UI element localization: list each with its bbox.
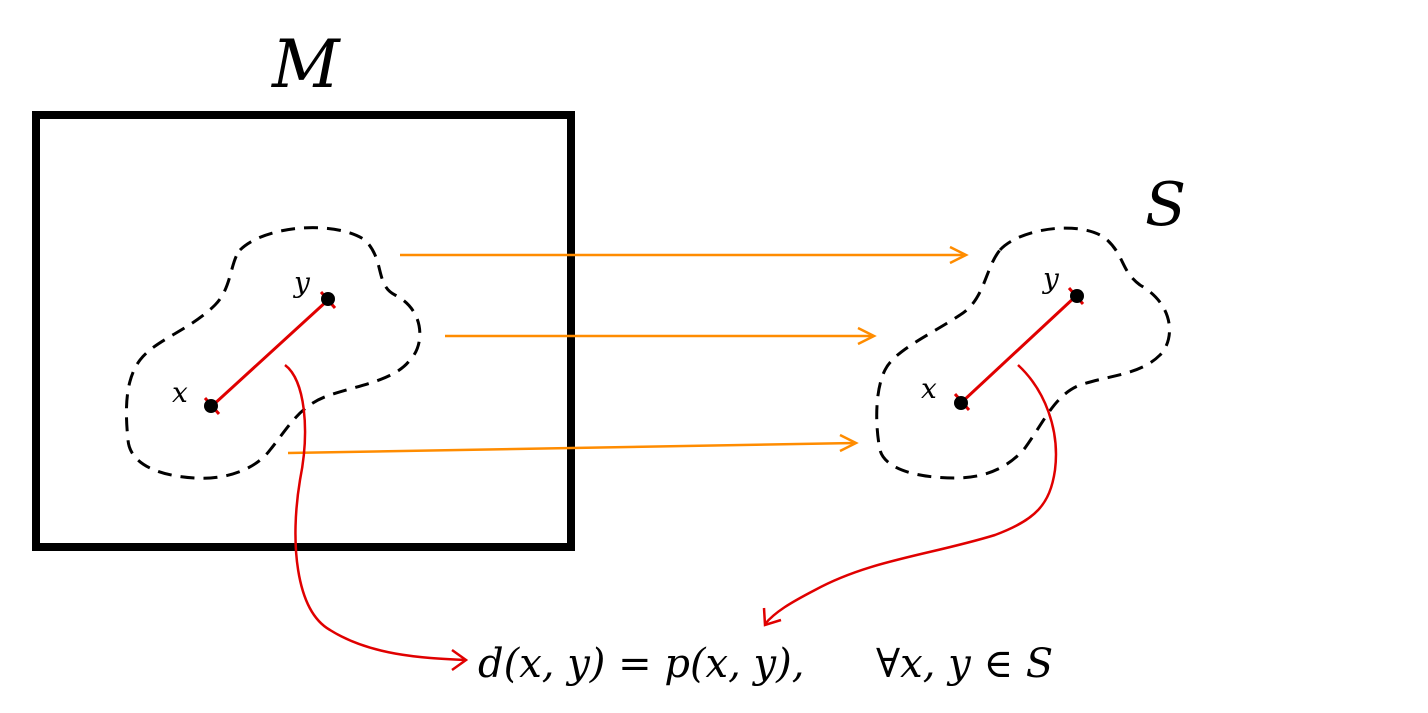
map-arrow-bottom — [287, 433, 859, 455]
right-point-x-label: x — [921, 372, 937, 405]
left-point-x-label: x — [172, 376, 188, 409]
space-m-frame — [32, 111, 575, 551]
right-distance-segment — [960, 294, 1078, 404]
formula-rhs: ∀x, y ∈ S — [876, 641, 1053, 687]
left-distance-segment — [210, 298, 330, 408]
right-point-y — [1070, 289, 1084, 303]
left-point-y-label: y — [292, 266, 311, 299]
right-point-y-label: y — [1041, 262, 1060, 295]
map-arrow-top — [400, 245, 969, 265]
subset-s-label: S — [1145, 170, 1186, 240]
right-annotation-arrow — [762, 364, 1058, 627]
left-point-y — [321, 292, 335, 306]
right-point-x — [954, 396, 968, 410]
right-subset-boundary — [875, 226, 1172, 480]
formula-lhs: d(x, y) = p(x, y), — [478, 641, 804, 687]
left-subset-boundary — [124, 226, 422, 480]
map-arrow-middle — [445, 326, 877, 346]
space-m-label: M — [271, 26, 341, 103]
left-annotation-arrow — [284, 364, 469, 672]
left-point-x — [204, 399, 218, 413]
